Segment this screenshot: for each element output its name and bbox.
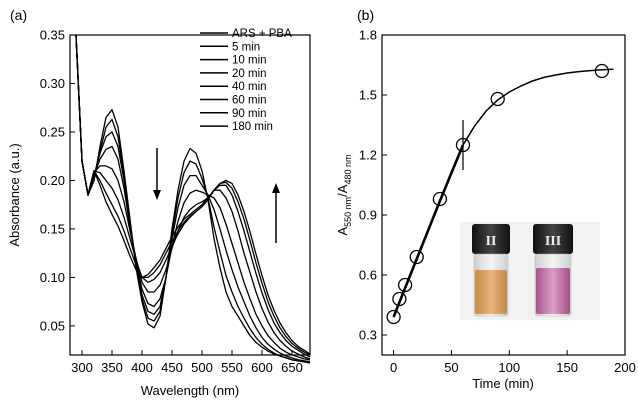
y-tick-label: 0.20	[40, 173, 65, 188]
y-tick-label: 0.35	[40, 28, 65, 43]
data-point	[594, 63, 610, 79]
data-point	[455, 137, 471, 153]
vial-iii: III	[533, 224, 573, 317]
vial-photo-inset: II III	[460, 222, 600, 320]
legend-label: 90 min	[232, 108, 267, 120]
y-tick-label: 0.6	[359, 268, 377, 283]
series-line-2	[75, 34, 311, 363]
data-point	[490, 91, 505, 107]
increase-arrow	[272, 183, 280, 243]
x-tick-label: 400	[131, 360, 153, 375]
y-tick-label: 0.9	[359, 208, 377, 223]
x-tick-label: 150	[556, 360, 578, 375]
data-point	[392, 291, 407, 307]
panel-a-ticks: 300 350 400 450 500 550 600 650 0.05 0.10 0.15 0.20…	[40, 28, 303, 376]
series-line-6	[75, 34, 311, 356]
legend-label: 10 min	[232, 55, 267, 67]
data-point	[409, 249, 424, 265]
x-tick-label: 600	[251, 360, 273, 375]
panel-a-label: (a)	[10, 7, 27, 23]
x-tick-label: 50	[444, 360, 458, 375]
y-tick-label: 0.05	[40, 318, 65, 333]
y-tick-label: 0.25	[40, 124, 65, 139]
x-tick-label: 450	[161, 360, 183, 375]
legend-label: 5 min	[232, 41, 260, 53]
series-line-3	[75, 34, 311, 361]
panel-a-frame	[69, 34, 311, 356]
legend-label: 40 min	[232, 81, 267, 93]
panel-b-x-axis-label: Time (min)	[472, 376, 534, 391]
x-tick-label: 300	[71, 360, 93, 375]
legend-label: 180 min	[232, 121, 273, 133]
x-tick-label: 650	[281, 360, 303, 375]
legend-label: ARS + PBA	[232, 28, 292, 40]
panel-a-y-axis-label: Absorbance (a.u.)	[7, 143, 22, 246]
panel-b-points	[386, 63, 610, 325]
linear-fit-line	[392, 144, 465, 318]
data-point	[432, 191, 448, 207]
vial-ii-label: II	[486, 234, 497, 249]
y-tick-label: 1.5	[359, 88, 377, 103]
x-tick-label: 550	[221, 360, 243, 375]
decrease-arrow	[153, 148, 161, 200]
series-line-4	[75, 34, 311, 360]
panel-a-series	[75, 34, 311, 364]
vial-iii-label: III	[545, 234, 561, 249]
panel-a-plot: 300 350 400 450 500 550 600 650 0.05 0.10 0.15 0.20…	[40, 28, 311, 376]
y-tick-label: 0.15	[40, 221, 65, 236]
data-point	[386, 309, 401, 325]
data-point	[397, 277, 413, 293]
y-tick-label: 0.3	[359, 328, 377, 343]
series-line-0	[75, 34, 311, 364]
series-line-5	[75, 34, 311, 358]
vial-ii: II	[472, 224, 510, 317]
y-tick-label: 1.8	[359, 28, 377, 43]
panel-b-frame	[381, 34, 626, 356]
panel-b-ticks: 0 50 100 150 200 0.3 0.6 0.9 1.2 1.5 1.8	[359, 28, 636, 376]
series-line-1	[75, 34, 311, 364]
x-tick-label: 200	[614, 360, 636, 375]
panel-a-x-axis-label: Wavelength (nm)	[141, 383, 240, 398]
y-tick-label: 0.10	[40, 270, 65, 285]
x-tick-label: 350	[101, 360, 123, 375]
y-tick-label: 1.2	[359, 148, 377, 163]
legend-label: 60 min	[232, 95, 267, 107]
panel-b-label: (b)	[357, 7, 374, 23]
panel-b-y-axis-label: A550 nm/A480 nm	[335, 154, 353, 235]
x-tick-label: 500	[191, 360, 213, 375]
panel-b-fit	[392, 68, 614, 318]
x-tick-label: 0	[390, 360, 397, 375]
y-tick-label: 0.30	[40, 76, 65, 91]
legend-label: 20 min	[232, 68, 267, 80]
panel-b-plot: 0 50 100 150 200 0.3 0.6 0.9 1.2 1.5 1.8 II III	[359, 28, 636, 376]
x-tick-label: 100	[498, 360, 520, 375]
saturation-fit-curve	[462, 68, 614, 146]
series-line-7	[75, 34, 311, 355]
